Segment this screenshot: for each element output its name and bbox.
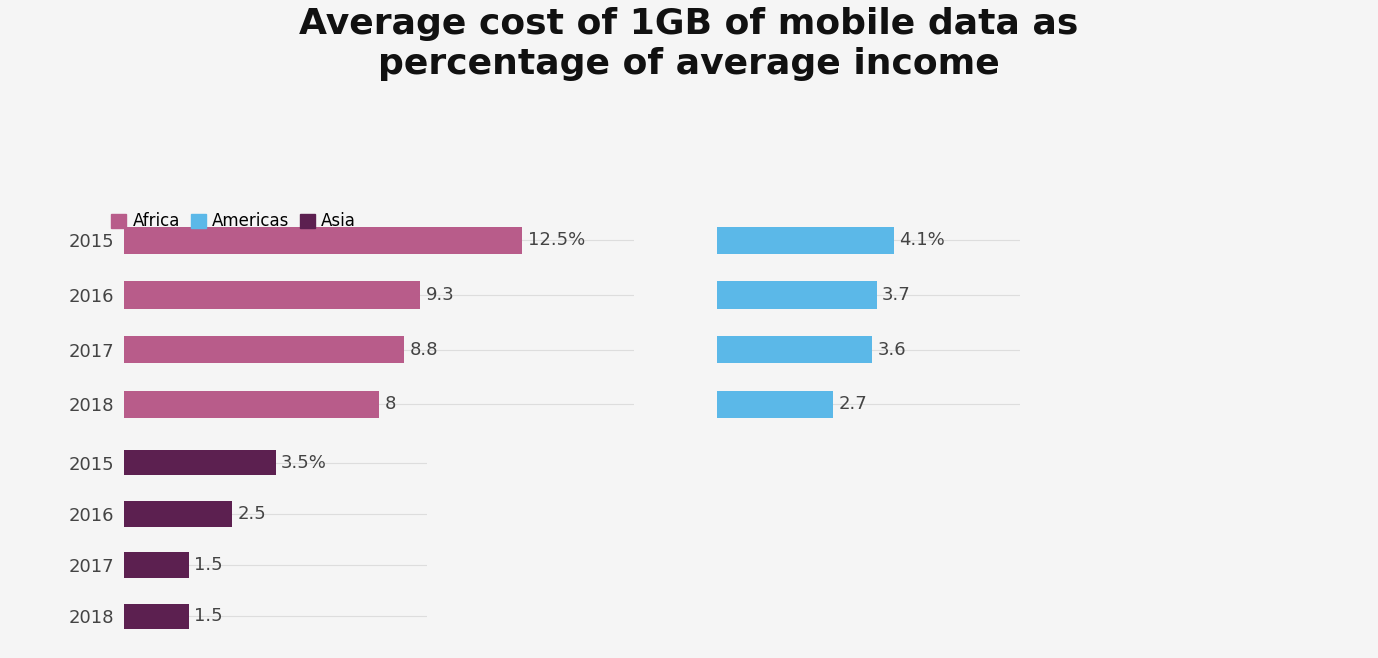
Text: 3.6: 3.6	[878, 341, 907, 359]
Text: 8: 8	[384, 395, 395, 413]
Bar	[124, 391, 379, 418]
Bar	[124, 227, 522, 254]
Text: 4.1%: 4.1%	[900, 232, 945, 249]
Bar	[124, 501, 233, 527]
Bar	[124, 552, 189, 578]
Text: 2.7: 2.7	[839, 395, 867, 413]
Bar	[717, 227, 894, 254]
Bar	[717, 336, 872, 363]
Bar	[717, 391, 834, 418]
Bar	[124, 282, 420, 309]
Text: 9.3: 9.3	[426, 286, 455, 304]
Bar	[124, 336, 405, 363]
Text: 12.5%: 12.5%	[528, 232, 586, 249]
Text: 1.5: 1.5	[194, 556, 223, 574]
Text: 3.7: 3.7	[882, 286, 911, 304]
Bar	[124, 450, 276, 476]
Text: 2.5: 2.5	[237, 505, 266, 523]
Legend: Africa, Americas, Asia: Africa, Americas, Asia	[105, 206, 362, 237]
Text: Average cost of 1GB of mobile data as
percentage of average income: Average cost of 1GB of mobile data as pe…	[299, 7, 1079, 82]
Text: 1.5: 1.5	[194, 607, 223, 626]
Text: 8.8: 8.8	[411, 341, 438, 359]
Text: 3.5%: 3.5%	[281, 453, 327, 472]
Bar	[717, 282, 876, 309]
Bar	[124, 603, 189, 629]
